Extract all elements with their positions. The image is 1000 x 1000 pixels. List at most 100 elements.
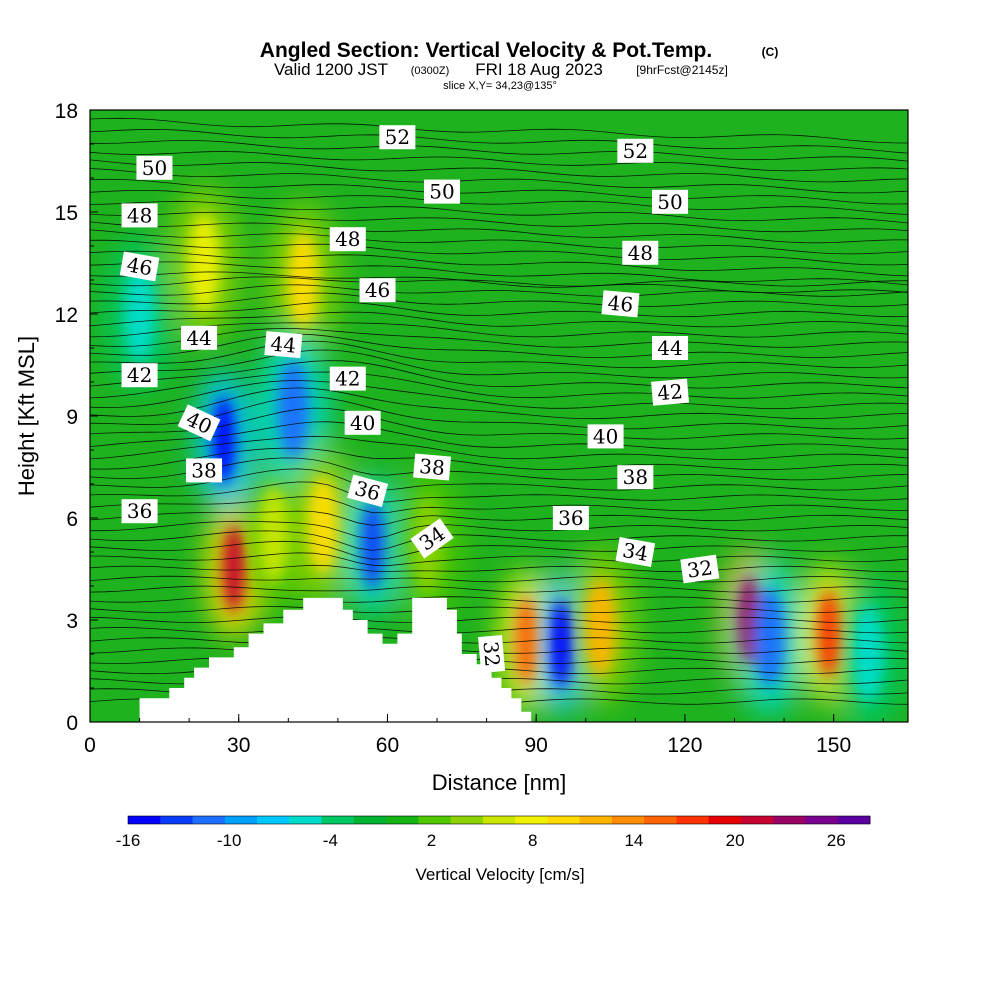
terrain [139, 597, 532, 722]
isentrope-line [90, 340, 908, 369]
theta-contour-label: 36 [121, 499, 158, 524]
isentrope-line [90, 271, 908, 294]
isentrope-line [90, 626, 908, 634]
theta-label-box [652, 189, 689, 214]
colorbar-tick-label: -10 [217, 831, 242, 850]
colorbar-swatch [128, 816, 161, 824]
isentrope-line [90, 396, 908, 430]
isentrope-line [90, 407, 908, 440]
theta-contour-label: 40 [587, 424, 624, 449]
theta-label-box [680, 554, 720, 584]
theta-contour-label: 40 [344, 410, 381, 435]
isentrope-line [90, 481, 908, 503]
x-axis-label: Distance [nm] [432, 770, 567, 795]
theta-label-box [264, 331, 303, 359]
theta-label-box [121, 499, 158, 524]
isentrope-line [90, 421, 908, 450]
colorbar-swatch [418, 816, 452, 824]
theta-contour-label: 52 [379, 125, 416, 150]
theta-label-text: 32 [479, 640, 505, 667]
theta-label-text: 34 [621, 538, 650, 566]
isentrope-line [90, 360, 908, 389]
chart-title-tag: (C) [762, 45, 779, 59]
theta-label-text: 50 [429, 180, 454, 204]
isentrope-line [90, 520, 908, 539]
theta-contour-label: 46 [601, 290, 640, 318]
theta-label-text: 36 [127, 499, 152, 523]
isentrope-line [90, 457, 908, 481]
colorbar-swatch [579, 816, 613, 824]
theta-contour-label: 42 [651, 378, 690, 406]
theta-label-box [119, 251, 160, 282]
colorbar-swatch [644, 816, 677, 824]
theta-label-text: 44 [657, 336, 682, 360]
isentrope-line [90, 200, 908, 224]
theta-contour-label: 34 [615, 537, 656, 567]
isentrope-line [90, 540, 908, 560]
colorbar-swatch [224, 816, 258, 824]
colorbar-swatch [482, 816, 516, 824]
isentrope-line [90, 229, 908, 255]
velocity-core [277, 360, 309, 459]
subtitle-utc: (0300Z) [411, 65, 450, 77]
isentrope-line [90, 250, 908, 277]
isentrope-line [90, 276, 908, 287]
colorbar-tick-label: 26 [827, 831, 846, 850]
theta-label-box [617, 465, 654, 490]
theta-label-text: 42 [656, 379, 683, 405]
theta-contour-label: 44 [264, 331, 303, 359]
theta-label-text: 46 [365, 278, 390, 302]
theta-contour-label: 50 [652, 189, 689, 214]
y-tick-label: 6 [66, 508, 78, 531]
colorbar-tick-label: -16 [116, 831, 141, 850]
theta-contour-label: 32 [478, 635, 506, 673]
isentrope-line [90, 221, 908, 244]
theta-label-box [177, 404, 221, 442]
isentrope-line [90, 387, 908, 420]
y-tick-label: 0 [66, 712, 78, 735]
isentrope-line [90, 435, 908, 460]
colorbar-swatch [353, 816, 387, 824]
x-tick-label: 90 [525, 734, 548, 757]
theta-label-box [478, 635, 506, 673]
theta-label-text: 36 [558, 506, 583, 530]
y-tick-label: 3 [66, 610, 78, 633]
isentrope-line [90, 606, 908, 614]
y-tick-label: 18 [55, 100, 78, 123]
isentrope-line [90, 447, 908, 471]
colorbar-swatch [773, 816, 806, 824]
isentrope-line [90, 496, 908, 514]
isentrope-line [90, 371, 908, 399]
colorbar-swatch [805, 816, 839, 824]
colorbar-swatch [257, 816, 290, 824]
colorbar-swatch [192, 816, 226, 824]
theta-label-box [601, 290, 640, 318]
velocity-core [258, 486, 289, 584]
colorbar-tick-label: 2 [427, 831, 436, 850]
isentrope-line [90, 178, 908, 205]
velocity-core [222, 525, 245, 613]
theta-label-box [186, 458, 223, 483]
velocity-core [515, 597, 538, 684]
colorbar-swatch [676, 816, 710, 824]
isentrope-line [90, 380, 908, 409]
colorbar-tick-label: -4 [323, 831, 338, 850]
theta-label-text: 48 [628, 241, 653, 265]
theta-label-box [329, 227, 366, 252]
isentrope-line [90, 564, 908, 573]
colorbar-swatch [289, 816, 323, 824]
colorbar-label: Vertical Velocity [cm/s] [415, 865, 584, 884]
isentrope-line [90, 575, 908, 583]
colorbar: -16 -10 -4 2 8 14 20 26 [116, 815, 871, 850]
theta-contour-label: 42 [329, 366, 366, 391]
isentrope-line [90, 349, 908, 379]
theta-label-box [344, 410, 381, 435]
theta-label-box [181, 325, 218, 350]
theta-label-box [329, 366, 366, 391]
theta-label-box [651, 378, 690, 406]
isentrope-line [90, 168, 908, 194]
isentrope-line [90, 117, 908, 144]
theta-label-text: 38 [191, 458, 216, 482]
theta-contour-label: 44 [181, 325, 218, 350]
theta-contour-label: 46 [119, 251, 160, 282]
